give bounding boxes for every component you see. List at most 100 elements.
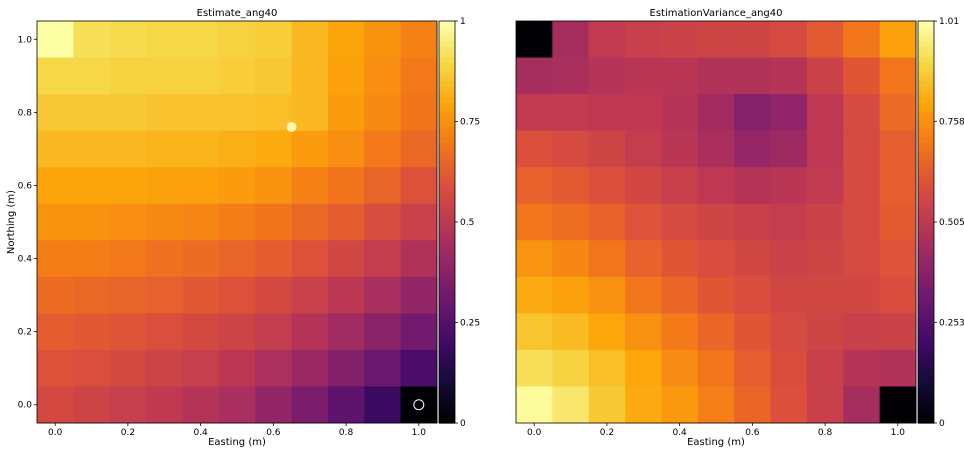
colorbar-segment [918, 76, 934, 82]
heatmap-cell [327, 167, 365, 205]
heatmap-cell [734, 240, 771, 278]
heatmap-cell [734, 349, 771, 387]
colorbar-segment [439, 216, 455, 223]
heatmap-cell [182, 21, 220, 58]
heatmap-cell [364, 203, 402, 241]
colorbar-segment [918, 161, 934, 168]
colorbar-segment [918, 46, 934, 52]
heatmap-cell [73, 240, 111, 278]
x-axis-label: Easting (m) [687, 437, 745, 448]
heatmap-cell [734, 276, 771, 314]
heatmap-cell [770, 57, 808, 95]
heatmap-cell [588, 313, 626, 351]
heatmap-cell [327, 94, 365, 132]
heatmap-cell [843, 276, 881, 314]
heatmap-cell [146, 57, 183, 95]
y-axis-label: Northing (m) [6, 190, 17, 254]
heatmap-cell [588, 240, 626, 278]
colorbar-segment [439, 176, 455, 183]
x-tick-label: 0.4 [193, 428, 208, 438]
heatmap-cell [806, 57, 844, 95]
axes-frame [515, 20, 917, 424]
heatmap-cell [770, 313, 808, 351]
colorbar-segment [439, 362, 455, 369]
heatmap-cell [588, 94, 626, 132]
heatmap-cell [879, 57, 917, 95]
colorbar-tick-label: 0.25 [460, 319, 480, 329]
heatmap-cell [400, 349, 438, 387]
heatmap-cell [661, 349, 699, 387]
heatmap-cell [400, 167, 438, 205]
heatmap-cell [291, 167, 329, 205]
heatmap-cell [73, 276, 111, 314]
colorbar-segment [918, 171, 934, 178]
colorbar-tick-label: 0 [460, 419, 466, 429]
heatmap-cell [400, 57, 438, 95]
heatmap-cell [255, 240, 292, 278]
heatmap-cell [327, 313, 365, 351]
x-tick-label: 0.6 [266, 428, 281, 438]
colorbar-segment [918, 322, 934, 329]
colorbar-segment [439, 382, 455, 389]
colorbar-segment [439, 287, 455, 293]
colorbar-segment [918, 186, 934, 193]
heatmap-cell [291, 313, 329, 351]
heatmap-cell [806, 386, 844, 424]
heatmap-cell [291, 94, 329, 132]
colorbar-segment [918, 262, 934, 268]
heatmap-cell [364, 167, 402, 205]
colorbar-segment [918, 272, 934, 278]
heatmap-cell [218, 94, 256, 132]
heatmap-cell [218, 349, 256, 387]
heatmap-cell [73, 167, 111, 205]
heatmap-cell [625, 94, 662, 132]
colorbar-segment [918, 136, 934, 143]
heatmap-cell [697, 386, 735, 424]
heatmap-cell [843, 167, 881, 205]
heatmap-cell [182, 240, 220, 278]
colorbar-tick-label: 0.758 [939, 117, 964, 127]
heatmap-cell [697, 167, 735, 205]
heatmap-cell [109, 21, 147, 58]
colorbar-segment [918, 237, 934, 243]
colorbar-segment [439, 191, 455, 198]
heatmap-cell [291, 386, 329, 424]
x-tick-label: 0.6 [745, 428, 760, 438]
heatmap-cell [552, 349, 590, 387]
heatmap-cell [552, 276, 590, 314]
heatmap-cell [218, 276, 256, 314]
heatmap-cell [182, 313, 220, 351]
heatmap-cell [255, 276, 292, 314]
colorbar-segment [918, 201, 934, 208]
heatmap-cell [697, 57, 735, 95]
heatmap-cell [146, 386, 183, 424]
heatmap-cell [806, 349, 844, 387]
colorbar-segment [918, 181, 934, 188]
heatmap-cell [697, 94, 735, 132]
colorbar-segment [439, 397, 455, 404]
colorbar-segment [439, 327, 455, 334]
heatmap-cell [843, 94, 881, 132]
heatmap-cell [400, 21, 438, 58]
colorbar-tick-label: 1.01 [939, 17, 959, 27]
heatmap-cell [625, 167, 662, 205]
heatmap-cell [182, 94, 220, 132]
colorbar-segment [918, 392, 934, 399]
colorbar-segment [918, 111, 934, 118]
x-tick-label: 0.0 [48, 428, 63, 438]
heatmap-cell [843, 57, 881, 95]
colorbar-segment [918, 66, 934, 72]
colorbar-segment [439, 367, 455, 374]
colorbar-segment [439, 342, 455, 349]
heatmap-cell [661, 21, 699, 58]
heatmap-cell [806, 240, 844, 278]
colorbar-segment [439, 86, 455, 92]
heatmap-cell [625, 276, 662, 314]
heatmap-cell [734, 130, 771, 168]
heatmap-cell [255, 94, 292, 132]
heatmap-cell [697, 240, 735, 278]
colorbar-segment [439, 56, 455, 62]
heatmap-cell [255, 386, 292, 424]
colorbar-segment [439, 297, 455, 304]
heatmap-cell [661, 57, 699, 95]
